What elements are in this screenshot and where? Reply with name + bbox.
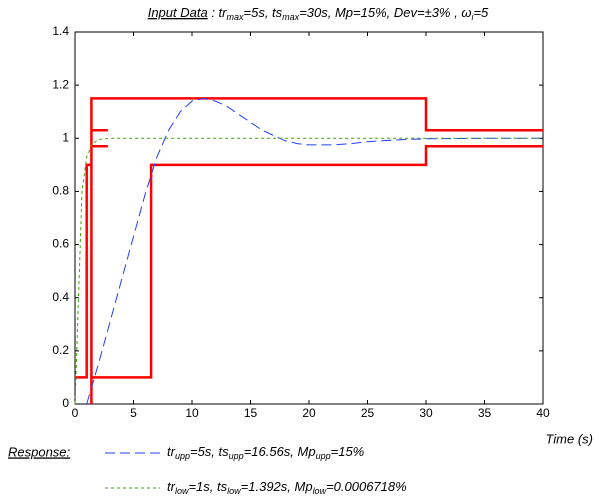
title-label: Input Data bbox=[148, 5, 208, 20]
text-run: =30s, Mp=15%, Dev=±3% , ω bbox=[299, 5, 471, 20]
y-tick-label: 1 bbox=[62, 130, 69, 144]
y-tick-label: 0.2 bbox=[52, 343, 69, 357]
subscript: upp bbox=[175, 451, 190, 461]
chart-title: Input Data : trmax=5s, tsmax=30s, Mp=15%… bbox=[148, 5, 489, 22]
text-run: =5s, ts bbox=[190, 444, 229, 459]
text-run: =16.56s, Mp bbox=[244, 444, 316, 459]
x-tick-label: 25 bbox=[361, 406, 375, 420]
y-tick-label: 1.4 bbox=[52, 24, 69, 38]
x-tick-label: 30 bbox=[419, 406, 433, 420]
text-run: =5s, ts bbox=[244, 5, 283, 20]
subscript: max bbox=[282, 12, 300, 22]
subscript: low bbox=[313, 486, 327, 496]
plot-area bbox=[74, 31, 544, 405]
x-tick-label: 15 bbox=[244, 406, 258, 420]
legend-label: trlow=1s, tslow=1.392s, Mplow=0.0006718% bbox=[167, 479, 407, 496]
text-run: tr bbox=[167, 444, 176, 459]
x-tick-label: 0 bbox=[72, 406, 79, 420]
text-run: : tr bbox=[208, 5, 227, 20]
text-run: =0.0006718% bbox=[326, 479, 407, 494]
text-run: =15% bbox=[331, 444, 365, 459]
x-tick-label: 10 bbox=[185, 406, 199, 420]
y-tick-label: 0.6 bbox=[52, 237, 69, 251]
legend-label: trupp=5s, tsupp=16.56s, Mpupp=15% bbox=[167, 444, 364, 461]
text-run: =5 bbox=[473, 5, 489, 20]
subscript: low bbox=[175, 486, 189, 496]
text-run: =1.392s, Mp bbox=[241, 479, 313, 494]
bound-line bbox=[75, 97, 543, 404]
x-tick-label: 40 bbox=[536, 406, 550, 420]
y-tick-label: 0.4 bbox=[52, 290, 69, 304]
x-tick-label: 20 bbox=[302, 406, 316, 420]
subscript: upp bbox=[316, 451, 331, 461]
y-tick-label: 1.2 bbox=[52, 77, 69, 91]
text-run: tr bbox=[167, 479, 176, 494]
response-line bbox=[74, 137, 543, 405]
x-tick-label: 35 bbox=[478, 406, 492, 420]
subscript: max bbox=[226, 12, 244, 22]
y-tick-label: 0.8 bbox=[52, 184, 69, 198]
x-tick-label: 5 bbox=[130, 406, 137, 420]
subscript: i bbox=[471, 12, 474, 22]
response-line bbox=[86, 97, 543, 405]
legend-title: Response: bbox=[8, 444, 71, 459]
y-tick-label: 0 bbox=[62, 396, 69, 410]
subscript: upp bbox=[229, 451, 244, 461]
x-axis-label: Time (s) bbox=[545, 431, 593, 446]
text-run: =1s, ts bbox=[188, 479, 227, 494]
subscript: low bbox=[227, 486, 241, 496]
